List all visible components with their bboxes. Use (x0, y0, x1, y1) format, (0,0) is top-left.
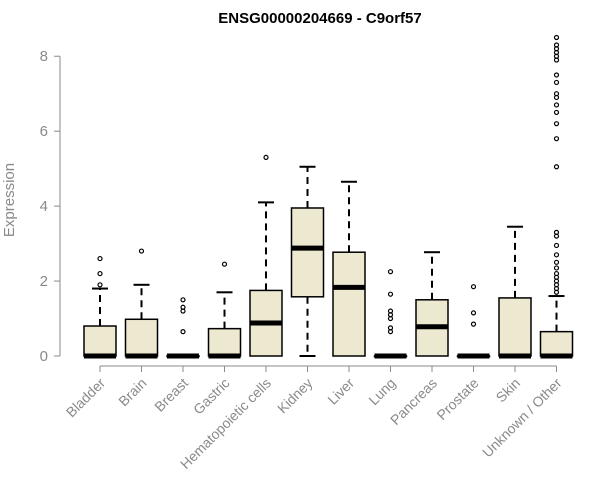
outlier-point (387, 269, 394, 275)
box-group (166, 297, 200, 359)
outlier-point (553, 91, 560, 97)
outlier-point (387, 325, 394, 331)
box-group (124, 248, 159, 359)
outlier-point (221, 261, 228, 267)
box-group (415, 251, 449, 357)
outlier-point (553, 136, 560, 142)
box-group (498, 225, 532, 359)
box (498, 297, 532, 357)
outlier-point (553, 265, 560, 271)
outlier-point (553, 270, 560, 277)
outlier-point (180, 329, 186, 335)
x-tick-label: Kidney (274, 375, 316, 417)
outlier-point (180, 297, 186, 303)
y-tick-label: 4 (40, 198, 48, 215)
box-group (249, 154, 283, 357)
box (207, 327, 242, 357)
box-group (539, 34, 574, 359)
y-tick-label: 8 (40, 48, 48, 65)
box-group (456, 284, 491, 359)
x-tick-label: Brain (115, 375, 149, 409)
y-tick-label: 2 (40, 273, 48, 290)
boxes-group (83, 34, 574, 359)
x-tick-label: Lung (365, 375, 398, 408)
outlier-point (263, 154, 269, 161)
outlier-point (97, 282, 103, 288)
x-tick-label: Bladder (63, 375, 109, 421)
outlier-point (553, 121, 560, 127)
outlier-point (138, 248, 145, 254)
box-group (290, 165, 325, 357)
box (290, 207, 325, 298)
box-group (373, 269, 408, 359)
outlier-point (470, 284, 477, 290)
box-group (83, 255, 117, 359)
y-axis: 0 2 4 6 8 (40, 48, 61, 365)
chart-title: ENSG00000204669 - C9orf57 (218, 10, 421, 27)
x-tick-label: Skin (493, 375, 524, 406)
y-tick-label: 6 (40, 123, 48, 140)
x-tick-label: Breast (151, 375, 191, 415)
outlier-point (470, 321, 477, 327)
outlier-point (553, 34, 560, 41)
outlier-point (387, 291, 394, 297)
outlier-point (553, 242, 560, 249)
box (124, 318, 159, 357)
x-tick-label: Prostate (433, 375, 481, 423)
outlier-point (97, 270, 103, 277)
outlier-point (97, 255, 103, 262)
outlier-point (553, 252, 560, 258)
box-group (332, 180, 366, 357)
box (332, 251, 366, 357)
y-axis-label: Expression (1, 163, 18, 237)
x-tick-label: Liver (324, 375, 357, 408)
outlier-point (470, 310, 477, 316)
y-tick-label: 0 (40, 348, 48, 365)
outlier-point (553, 42, 560, 48)
box (539, 330, 574, 357)
box-group (207, 261, 242, 359)
outlier-point (387, 308, 394, 314)
outlier-point (553, 102, 560, 108)
outlier-point (553, 229, 560, 235)
x-tick-label: Unknown / Other (479, 375, 565, 461)
outlier-point (553, 72, 560, 78)
outlier-point (553, 259, 560, 265)
outlier-point (180, 304, 186, 310)
outlier-point (553, 164, 560, 170)
outlier-point (553, 79, 560, 86)
box (83, 325, 117, 357)
outlier-point (553, 109, 560, 116)
